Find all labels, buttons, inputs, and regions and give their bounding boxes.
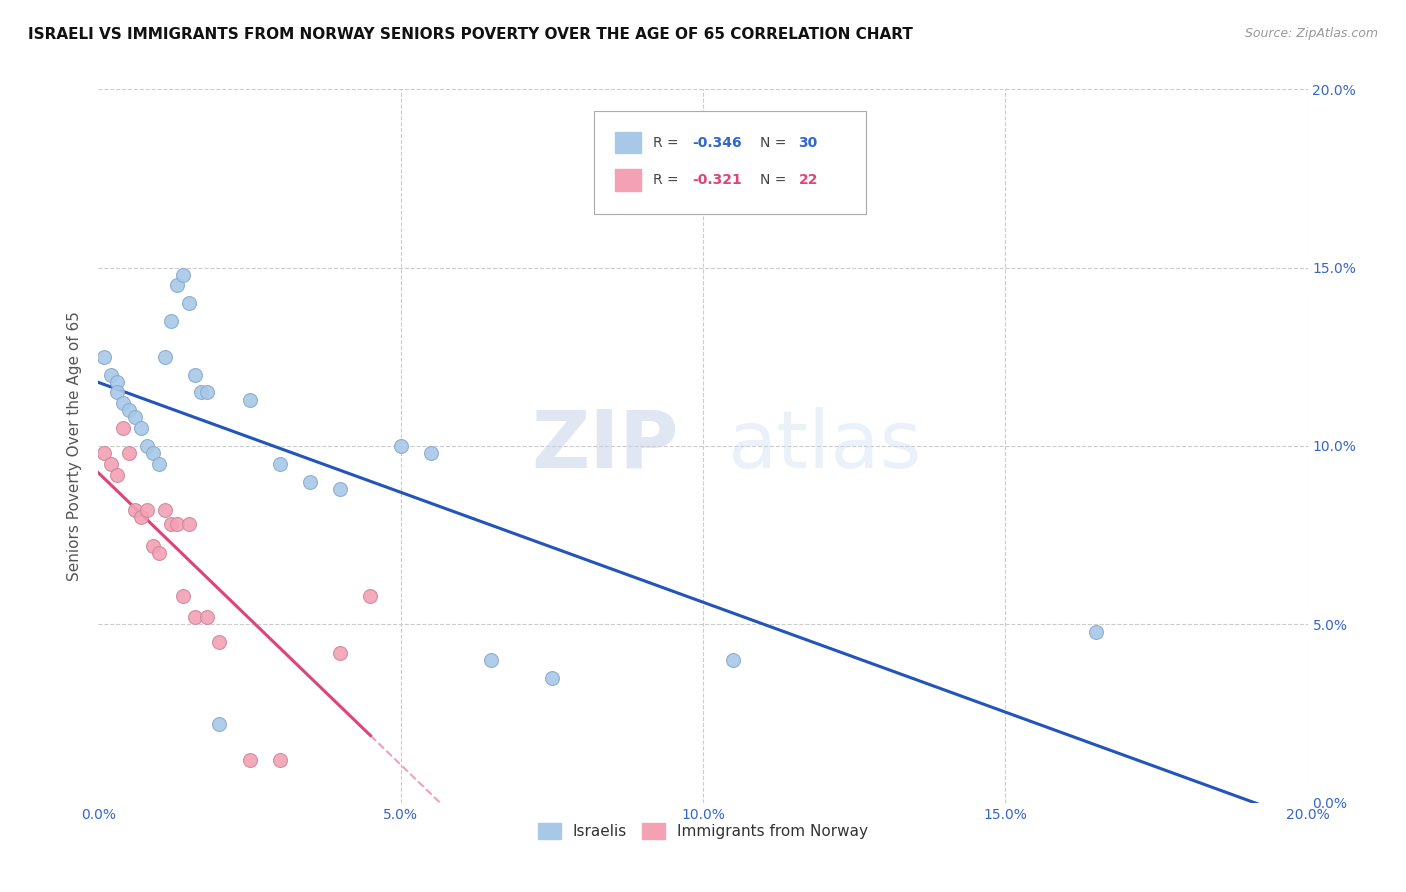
Point — [118, 403, 141, 417]
Point — [153, 503, 176, 517]
Text: ISRAELI VS IMMIGRANTS FROM NORWAY SENIORS POVERTY OVER THE AGE OF 65 CORRELATION: ISRAELI VS IMMIGRANTS FROM NORWAY SENIOR… — [28, 27, 912, 42]
Point — [160, 517, 183, 532]
Point — [124, 503, 146, 517]
Text: 22: 22 — [799, 173, 818, 186]
Point — [172, 589, 194, 603]
Point — [166, 517, 188, 532]
Point — [208, 635, 231, 649]
Text: R =: R = — [654, 136, 683, 150]
Text: 30: 30 — [799, 136, 818, 150]
Point — [389, 439, 412, 453]
Point — [184, 610, 207, 624]
Text: atlas: atlas — [727, 407, 921, 485]
Point — [148, 457, 170, 471]
Point — [1085, 624, 1108, 639]
Point — [153, 350, 176, 364]
Point — [481, 653, 503, 667]
Point — [142, 539, 165, 553]
Point — [208, 717, 231, 731]
Text: N =: N = — [759, 136, 790, 150]
Point — [269, 753, 291, 767]
Bar — [614, 169, 641, 191]
Point — [239, 392, 262, 407]
Point — [124, 410, 146, 425]
Point — [93, 446, 115, 460]
Text: N =: N = — [759, 173, 790, 186]
Point — [105, 467, 128, 482]
Point — [329, 482, 352, 496]
Point — [420, 446, 443, 460]
Y-axis label: Seniors Poverty Over the Age of 65: Seniors Poverty Over the Age of 65 — [67, 311, 83, 581]
Text: Source: ZipAtlas.com: Source: ZipAtlas.com — [1244, 27, 1378, 40]
Point — [723, 653, 745, 667]
Point — [100, 457, 122, 471]
Point — [142, 446, 165, 460]
Point — [540, 671, 562, 685]
Point — [100, 368, 122, 382]
Point — [135, 503, 157, 517]
Text: -0.321: -0.321 — [692, 173, 742, 186]
Point — [179, 296, 201, 310]
Point — [195, 610, 218, 624]
Bar — [614, 132, 641, 153]
Point — [299, 475, 322, 489]
Point — [111, 421, 134, 435]
Point — [190, 385, 212, 400]
Point — [360, 589, 382, 603]
Point — [135, 439, 157, 453]
Point — [148, 546, 170, 560]
Point — [129, 421, 152, 435]
Point — [129, 510, 152, 524]
Point — [118, 446, 141, 460]
Point — [269, 457, 291, 471]
FancyBboxPatch shape — [595, 111, 866, 214]
Point — [239, 753, 262, 767]
Point — [184, 368, 207, 382]
Point — [195, 385, 218, 400]
Point — [179, 517, 201, 532]
Text: R =: R = — [654, 173, 683, 186]
Point — [160, 314, 183, 328]
Legend: Israelis, Immigrants from Norway: Israelis, Immigrants from Norway — [531, 817, 875, 845]
Point — [166, 278, 188, 293]
Point — [329, 646, 352, 660]
Text: -0.346: -0.346 — [692, 136, 742, 150]
Point — [93, 350, 115, 364]
Point — [105, 375, 128, 389]
Text: ZIP: ZIP — [531, 407, 679, 485]
Point — [172, 268, 194, 282]
Point — [105, 385, 128, 400]
Point — [111, 396, 134, 410]
